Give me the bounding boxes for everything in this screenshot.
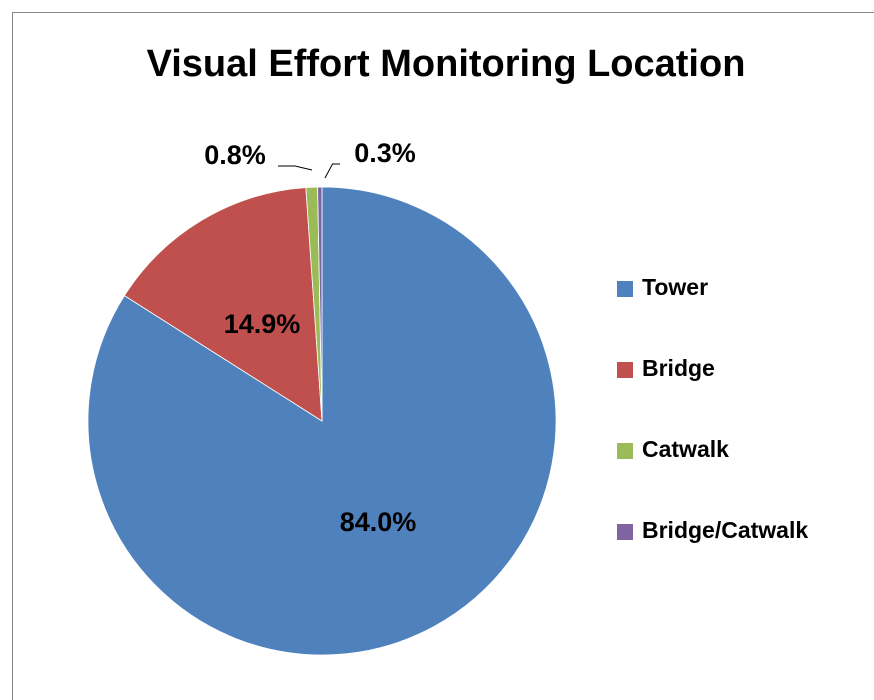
legend-label: Bridge/Catwalk: [642, 517, 808, 543]
data-label: 0.3%: [354, 138, 416, 168]
legend-label: Bridge: [642, 355, 715, 381]
legend-label: Catwalk: [642, 436, 729, 462]
data-label: 84.0%: [340, 507, 417, 537]
legend-swatch: [617, 362, 633, 378]
legend-label: Tower: [642, 274, 708, 300]
data-label: 14.9%: [224, 309, 301, 339]
leader-line: [324, 163, 340, 179]
legend-swatch: [617, 281, 633, 297]
legend-swatch: [617, 443, 633, 459]
chart-title: Visual Effort Monitoring Location: [147, 43, 746, 85]
data-label: 0.8%: [204, 140, 266, 170]
pie-slice: [317, 186, 323, 422]
legend-swatch: [617, 524, 633, 540]
leader-line: [278, 165, 313, 171]
pie-slice: [123, 187, 323, 422]
